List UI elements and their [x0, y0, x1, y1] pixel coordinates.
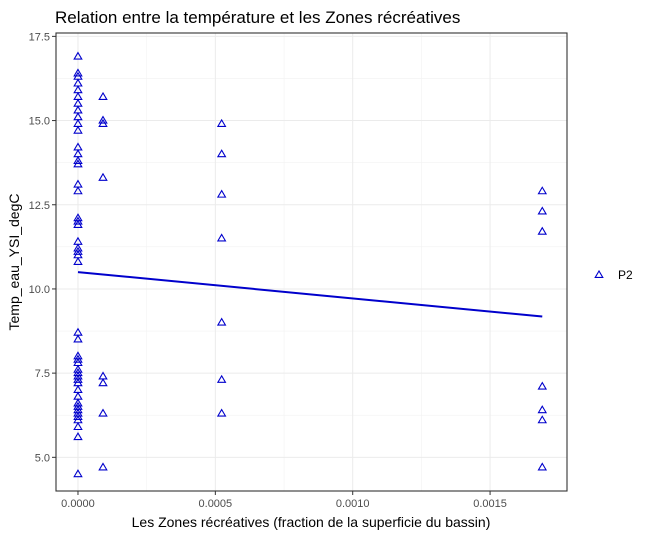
data-point — [216, 189, 227, 198]
data-point — [98, 378, 108, 387]
data-point — [73, 159, 83, 168]
data-point — [216, 149, 227, 158]
y-tick-label: 17.5 — [29, 31, 50, 43]
legend-key — [594, 269, 604, 279]
data-point — [73, 246, 83, 255]
grid — [56, 33, 567, 491]
legend: P2 — [594, 268, 633, 282]
data-point — [73, 155, 83, 165]
data-point — [216, 408, 227, 417]
y-tick-label: 15.0 — [29, 116, 50, 128]
data-point — [73, 334, 83, 343]
y-tick-label: 10.0 — [29, 284, 50, 296]
data-point — [73, 469, 83, 478]
data-point — [216, 317, 227, 326]
data-point — [216, 118, 227, 127]
chart-title: Relation entre la température et les Zon… — [55, 8, 460, 27]
x-tick-label: 0.0005 — [199, 498, 233, 510]
data-point — [537, 186, 548, 195]
data-point — [73, 51, 83, 60]
data-point — [73, 216, 83, 225]
x-tick-label: 0.0000 — [61, 498, 95, 510]
plot-border — [55, 32, 568, 492]
y-axis: 5.0 7.5 10.0 12.5 15.0 17.5 — [29, 31, 56, 464]
x-tick-label: 0.0010 — [336, 498, 370, 510]
y-tick-label: 7.5 — [35, 368, 50, 380]
y-axis-title: Temp_eau_YSI_degC — [6, 194, 22, 331]
data-point — [98, 462, 108, 471]
data-point — [73, 421, 83, 431]
data-point — [98, 408, 108, 417]
x-tick-label: 0.0015 — [473, 498, 507, 510]
data-point — [73, 256, 83, 266]
data-point — [537, 462, 548, 471]
data-point — [98, 118, 108, 127]
data-point — [73, 374, 83, 383]
data-point — [537, 381, 548, 390]
x-axis-title: Les Zones récréatives (fraction de la su… — [132, 514, 491, 530]
data-point — [537, 405, 548, 414]
data-point — [98, 115, 108, 124]
data-points — [73, 51, 548, 478]
data-point — [216, 233, 227, 242]
data-point — [73, 432, 83, 441]
data-point — [537, 226, 548, 235]
data-point — [73, 354, 83, 363]
data-point — [216, 374, 227, 383]
x-axis: 0.0000 0.0005 0.0010 0.0015 — [61, 491, 507, 510]
data-point — [537, 206, 548, 215]
data-point — [73, 219, 83, 228]
data-point — [73, 411, 83, 420]
data-point — [98, 172, 108, 181]
legend-label: P2 — [618, 268, 633, 282]
data-point — [73, 186, 83, 195]
data-point — [537, 415, 548, 424]
y-tick-label: 12.5 — [29, 200, 50, 212]
trend-line-group — [77, 271, 543, 318]
data-point — [98, 91, 108, 101]
trend-line — [77, 271, 543, 318]
data-point — [73, 125, 83, 134]
y-tick-label: 5.0 — [35, 452, 50, 464]
data-point — [73, 68, 83, 77]
plot-panel — [56, 33, 567, 491]
